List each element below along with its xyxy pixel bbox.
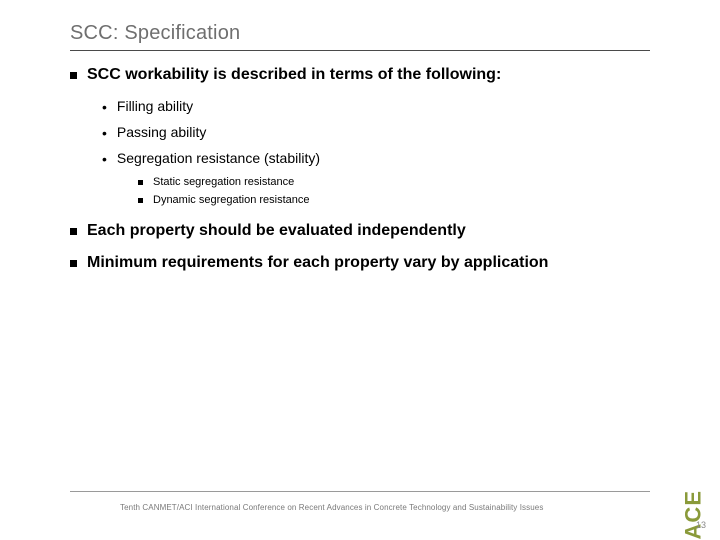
bullet-text: Each property should be evaluated indepe…: [87, 222, 466, 240]
dot-bullet-icon: •: [102, 152, 107, 166]
content-area: SCC workability is described in terms of…: [70, 66, 650, 286]
square-bullet-icon: [70, 260, 77, 267]
square-bullet-icon: [70, 72, 77, 79]
bullet-text: Passing ability: [117, 124, 207, 140]
slide-title: SCC: Specification: [70, 22, 240, 45]
page-number: 13: [696, 520, 706, 530]
bullet-lvl2: • Passing ability: [102, 124, 650, 140]
footer-divider: [70, 491, 650, 492]
brand-logo: GRACE: [680, 490, 706, 540]
bullet-text: Dynamic segregation resistance: [153, 194, 310, 206]
bullet-text: Minimum requirements for each property v…: [87, 254, 548, 272]
bullet-lvl2: • Segregation resistance (stability): [102, 150, 650, 166]
bullet-text: Filling ability: [117, 98, 193, 114]
bullet-lvl3: Dynamic segregation resistance: [138, 194, 650, 206]
bullet-lvl1: Minimum requirements for each property v…: [70, 254, 650, 272]
bullet-text: Segregation resistance (stability): [117, 150, 320, 166]
bullet-text: SCC workability is described in terms of…: [87, 66, 501, 84]
title-divider: [70, 50, 650, 51]
dot-bullet-icon: •: [102, 100, 107, 114]
square-bullet-icon: [138, 198, 143, 203]
bullet-lvl1: SCC workability is described in terms of…: [70, 66, 650, 84]
dot-bullet-icon: •: [102, 126, 107, 140]
slide: SCC: Specification SCC workability is de…: [0, 0, 720, 540]
bullet-lvl3: Static segregation resistance: [138, 176, 650, 188]
square-bullet-icon: [138, 180, 143, 185]
bullet-text: Static segregation resistance: [153, 176, 294, 188]
bullet-lvl1: Each property should be evaluated indepe…: [70, 222, 650, 240]
bullet-lvl2: • Filling ability: [102, 98, 650, 114]
square-bullet-icon: [70, 228, 77, 235]
footer-text: Tenth CANMET/ACI International Conferenc…: [120, 503, 543, 512]
